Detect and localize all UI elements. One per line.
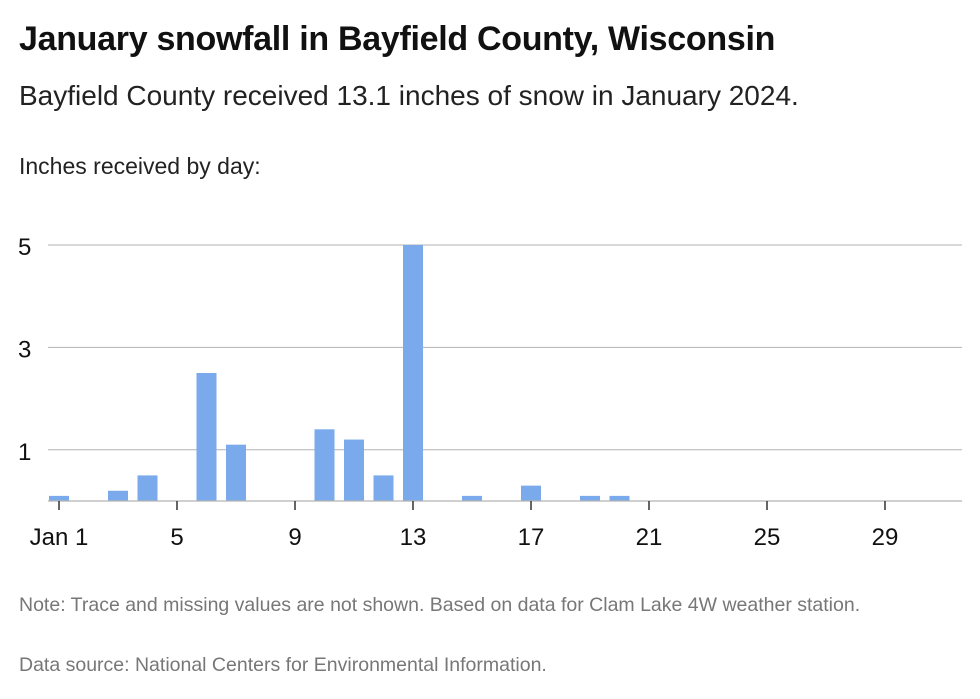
bar-day-19[interactable] <box>580 495 600 501</box>
x-axis: Jan 1 5 9 13 17 21 25 29 <box>30 500 962 551</box>
y-tick-label: 5 <box>18 234 31 261</box>
bar-day-10[interactable] <box>314 429 335 501</box>
x-tick-label: 17 <box>518 524 545 551</box>
bars <box>49 245 630 501</box>
bar-day-20[interactable] <box>609 495 630 501</box>
bar-day-12[interactable] <box>373 475 394 501</box>
x-tick-label: Jan 1 <box>30 524 89 551</box>
x-tick-label: 13 <box>400 524 427 551</box>
y-tick-label: 3 <box>18 336 31 363</box>
bar-day-13[interactable] <box>403 245 423 501</box>
y-tick-label: 1 <box>18 439 31 466</box>
bar-day-1[interactable] <box>49 495 69 501</box>
y-axis-label: Inches received by day: <box>19 153 261 179</box>
data-source: Data source: National Centers for Enviro… <box>19 654 547 676</box>
x-tick-label: 29 <box>872 524 899 551</box>
snowfall-bar-chart: 135 Jan 1 5 9 13 17 21 25 29 <box>18 234 962 551</box>
bar-day-11[interactable] <box>344 439 364 501</box>
chart-subtitle: Bayfield County received 13.1 inches of … <box>19 80 799 111</box>
bar-day-15[interactable] <box>462 495 482 501</box>
chart-title: January snowfall in Bayfield County, Wis… <box>19 20 776 58</box>
bar-day-7[interactable] <box>226 444 246 501</box>
grid-lines: 1 3 5 <box>18 234 962 466</box>
bar-day-4[interactable] <box>137 475 158 501</box>
bar-day-17[interactable] <box>521 485 541 501</box>
x-tick-label: 9 <box>288 524 301 551</box>
x-tick-label: 25 <box>754 524 781 551</box>
x-tick-label: 21 <box>636 524 663 551</box>
bar-day-6[interactable] <box>196 373 217 501</box>
chart-note: Note: Trace and missing values are not s… <box>19 594 861 616</box>
bar-day-3[interactable] <box>108 490 128 501</box>
x-tick-label: 5 <box>170 524 183 551</box>
